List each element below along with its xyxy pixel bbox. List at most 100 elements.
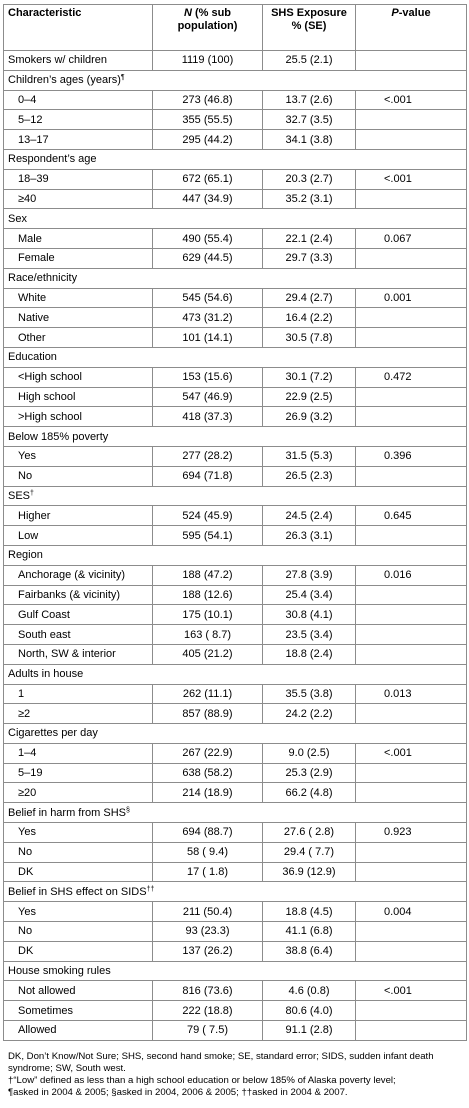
data-row: Female 629 (44.5) 29.7 (3.3) [3, 247, 467, 269]
row-label: No [18, 925, 33, 938]
data-row: Not allowed 816 (73.6) 4.6 (0.8) <.001 [3, 980, 467, 1002]
cell: 273 (46.8) [152, 89, 263, 111]
cell: 34.1 (3.8) [262, 129, 356, 150]
section-cell: Sex [3, 208, 467, 230]
data-row: >High school 418 (37.3) 26.9 (3.2) [3, 406, 467, 428]
cell-value: 79 ( 7.5) [187, 1024, 228, 1037]
cell: <.001 [355, 742, 467, 764]
row-label: DK [18, 945, 34, 958]
cell-value: 30.5 (7.8) [285, 331, 333, 344]
header-italic: P [391, 7, 399, 19]
cell [355, 109, 467, 131]
data-row: Fairbanks (& vicinity) 188 (12.6) 25.4 (3.… [3, 584, 467, 606]
section-cell: Belief in harm from SHS§ [3, 802, 467, 824]
cell: 24.2 (2.2) [262, 703, 356, 725]
cell: 18–39 [3, 168, 153, 190]
cell [355, 921, 467, 942]
row-label: Male [18, 232, 42, 245]
header-cell: Characteristic [3, 4, 153, 51]
data-row: Male 490 (55.4) 22.1 (2.4) 0.067 [3, 228, 467, 249]
cell-value: 188 (12.6) [182, 588, 233, 601]
cell: South east [3, 624, 153, 645]
cell: 32.7 (3.5) [262, 109, 356, 131]
cell: Male [3, 228, 153, 249]
cell: 545 (54.6) [152, 287, 263, 309]
data-row: 5–12 355 (55.5) 32.7 (3.5) [3, 109, 467, 131]
cell: 267 (22.9) [152, 742, 263, 764]
cell-value: 0.001 [384, 291, 412, 304]
cell: 35.5 (3.8) [262, 683, 356, 705]
table-container: Characteristic N (% sub population) SHS Ex… [3, 4, 467, 1041]
cell-value: 222 (18.8) [182, 1004, 233, 1017]
cell-value: <.001 [384, 93, 412, 106]
cell-value: 418 (37.3) [182, 410, 233, 423]
cell: 26.5 (2.3) [262, 465, 356, 487]
row-label: Gulf Coast [18, 608, 70, 621]
cell-value: 211 (50.4) [182, 905, 233, 918]
header-text: SHS Exposure % (SE) [271, 7, 347, 32]
section-cell: House smoking rules [3, 960, 467, 982]
cell: 1–4 [3, 742, 153, 764]
cell-value: 26.3 (3.1) [285, 529, 333, 542]
cell-value: 93 (23.3) [185, 925, 230, 938]
section-label: Race/ethnicity [8, 272, 78, 285]
row-label: 5–19 [18, 767, 43, 780]
cell-value: 31.5 (5.3) [285, 450, 333, 463]
cell: 9.0 (2.5) [262, 742, 356, 764]
cell-value: 0.923 [384, 826, 412, 839]
cell [355, 584, 467, 606]
row-label: <High school [18, 371, 82, 384]
cell: Yes [3, 445, 153, 467]
cell [355, 841, 467, 863]
cell-value: 0.067 [384, 232, 412, 245]
cell [355, 327, 467, 348]
cell: <.001 [355, 168, 467, 190]
cell-value: 9.0 (2.5) [288, 747, 330, 760]
section-cell: Children’s ages (years)¶ [3, 69, 467, 91]
cell: 16.4 (2.2) [262, 307, 356, 329]
cell: 638 (58.2) [152, 762, 263, 784]
cell-value: 277 (28.2) [182, 450, 233, 463]
footnote: †“Low” defined as less than a high schoo… [8, 1075, 396, 1086]
row-label: 18–39 [18, 173, 49, 186]
section-cell: Region [3, 544, 467, 566]
cell: 30.1 (7.2) [262, 366, 356, 388]
cell-value: 355 (55.5) [182, 113, 233, 126]
cell: 857 (88.9) [152, 703, 263, 725]
cell: Higher [3, 505, 153, 527]
cell: 20.3 (2.7) [262, 168, 356, 190]
row-label: Anchorage (& vicinity) [18, 569, 125, 582]
cell: 93 (23.3) [152, 921, 263, 942]
cell: 0.004 [355, 901, 467, 923]
cell: 66.2 (4.8) [262, 782, 356, 804]
row-label: 13–17 [18, 133, 49, 146]
cell: 29.4 (2.7) [262, 287, 356, 309]
footnotes: DK, Don’t Know/Not Sure; SHS, second han… [8, 1051, 463, 1099]
data-row: Sometimes 222 (18.8) 80.6 (4.0) [3, 1000, 467, 1022]
header-cell: P-value [355, 4, 467, 51]
data-row: 18–39 672 (65.1) 20.3 (2.7) <.001 [3, 168, 467, 190]
footnote-mark: ¶ [120, 74, 125, 82]
data-row: No 694 (71.8) 26.5 (2.3) [3, 465, 467, 487]
footnote: ¶asked in 2004 & 2005; §asked in 2004, 2… [8, 1087, 348, 1098]
row-label: Yes [18, 450, 36, 463]
section-row: Sex [3, 208, 467, 230]
cell: 295 (44.2) [152, 129, 263, 150]
data-row: Yes 211 (50.4) 18.8 (4.5) 0.004 [3, 901, 467, 923]
cell: No [3, 921, 153, 942]
row-label: Other [18, 331, 46, 344]
footnote-mark: § [125, 806, 130, 814]
cell: 137 (26.2) [152, 940, 263, 962]
cell: 25.3 (2.9) [262, 762, 356, 784]
cell [355, 247, 467, 269]
section-row: Cigarettes per day [3, 723, 467, 744]
cell: Gulf Coast [3, 604, 153, 626]
cell [355, 129, 467, 150]
section-label: Belief in SHS effect on SIDS [8, 885, 147, 898]
cell: Fairbanks (& vicinity) [3, 584, 153, 606]
cell: 0.016 [355, 564, 467, 586]
cell: 0.067 [355, 228, 467, 249]
cell: Not allowed [3, 980, 153, 1002]
cell: 214 (18.9) [152, 782, 263, 804]
cell-value: 24.5 (2.4) [285, 509, 333, 522]
